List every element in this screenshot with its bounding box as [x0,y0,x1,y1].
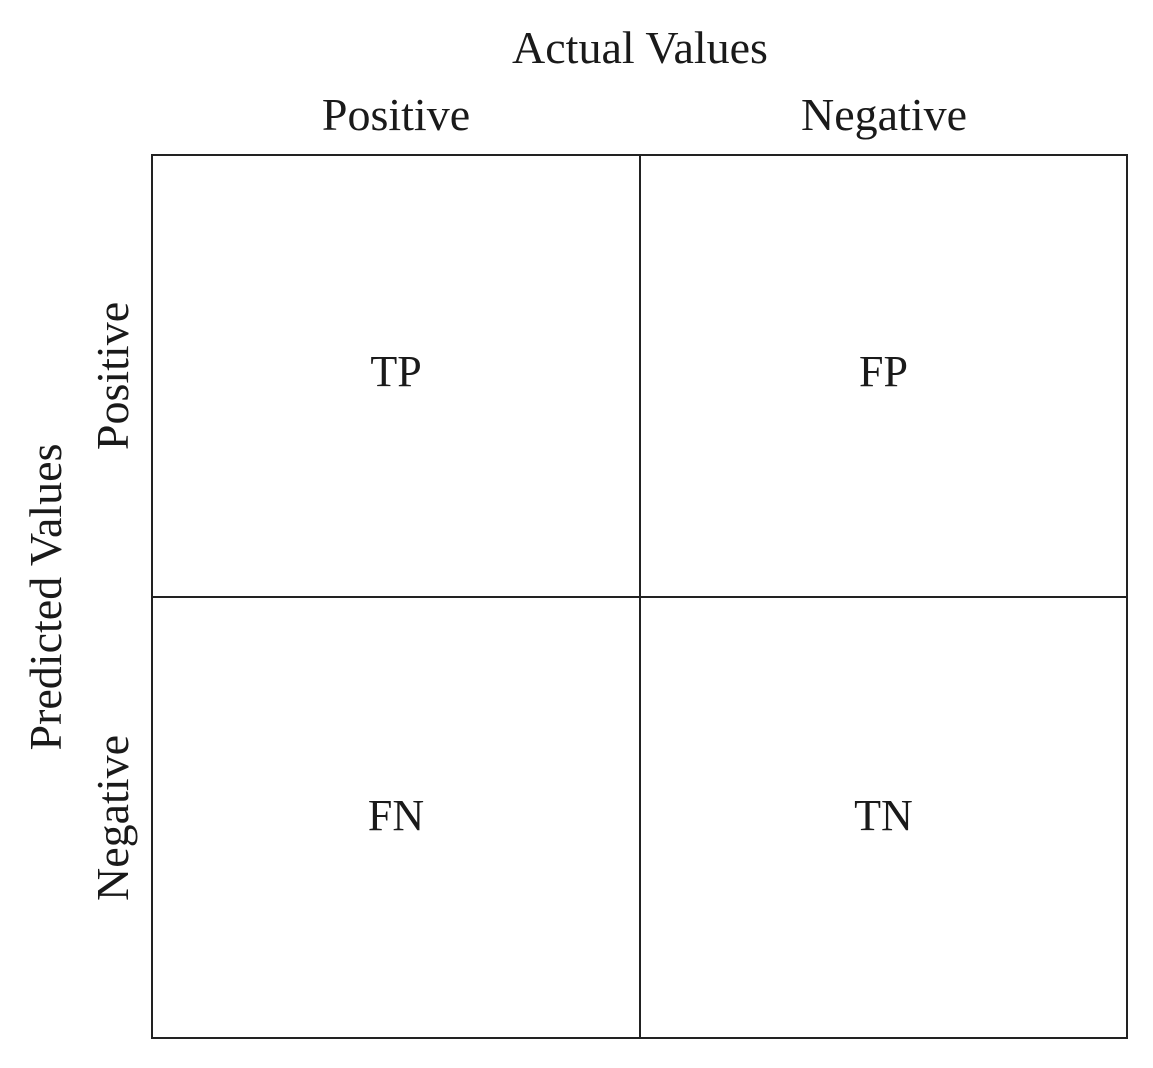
cell-label-tn: TN [854,791,913,840]
row-label-negative: Negative [87,734,138,902]
cell-false-negative: FN [153,598,641,1037]
predicted-values-title: Predicted Values [20,443,71,751]
cell-false-positive: FP [641,156,1126,598]
column-label-negative: Negative [800,89,968,140]
confusion-matrix-grid: TP FP FN TN [151,154,1128,1039]
actual-values-title: Actual Values [512,22,768,73]
column-label-positive: Positive [321,89,471,140]
cell-label-fn: FN [367,791,425,840]
cell-label-fp: FP [859,347,908,396]
cell-label-tp: TP [370,347,422,396]
cell-true-negative: TN [641,598,1126,1037]
row-label-positive: Positive [87,301,138,451]
cell-true-positive: TP [153,156,641,598]
